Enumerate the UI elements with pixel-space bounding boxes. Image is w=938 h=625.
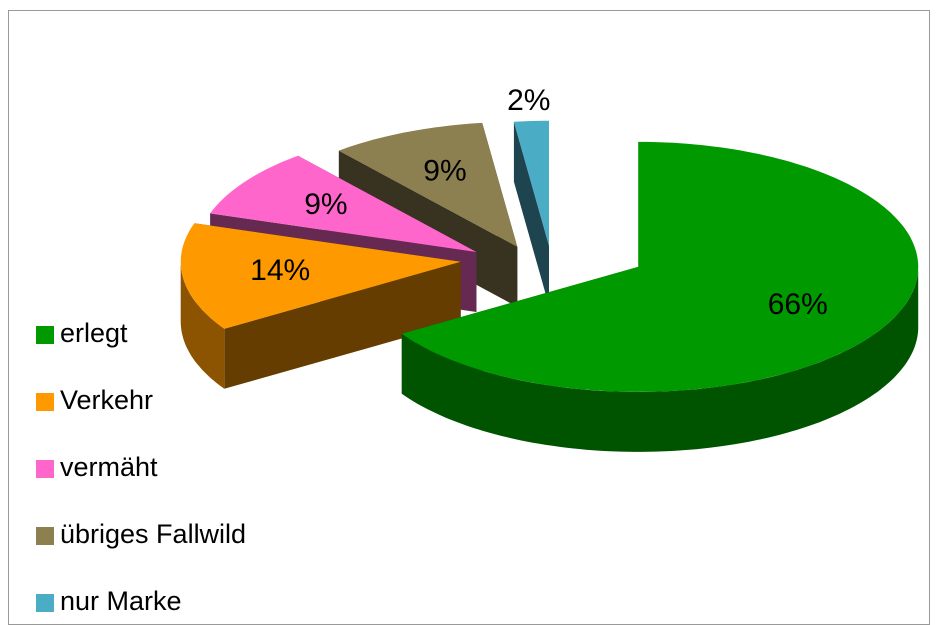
legend-swatch [36, 594, 54, 612]
slice-wall [180, 261, 225, 389]
data-label: 9% [423, 154, 466, 187]
legend-swatch [36, 326, 54, 344]
legend-label: übriges Fallwild [60, 519, 246, 549]
legend-swatch [36, 393, 54, 411]
legend-label: Verkehr [60, 385, 153, 415]
slice [401, 141, 919, 392]
data-label: 66% [768, 288, 828, 321]
legend-label: vermäht [60, 452, 158, 482]
slice [338, 122, 518, 247]
data-label: 14% [250, 254, 310, 287]
legend-swatch [36, 460, 54, 478]
legend: erlegt Verkehr vermäht übriges Fallwild nur … [36, 318, 246, 616]
data-label: 2% [507, 84, 550, 117]
slice [180, 223, 461, 329]
legend-label: nur Marke [60, 586, 182, 616]
legend-label: erlegt [60, 318, 128, 348]
legend-swatch [36, 527, 54, 545]
data-label: 9% [304, 188, 347, 221]
slice [513, 120, 549, 246]
slice [210, 155, 477, 252]
slice-side [513, 121, 549, 306]
pie: 66% 14% 9% 9% 2% [180, 84, 919, 452]
slice-wall [401, 266, 919, 452]
